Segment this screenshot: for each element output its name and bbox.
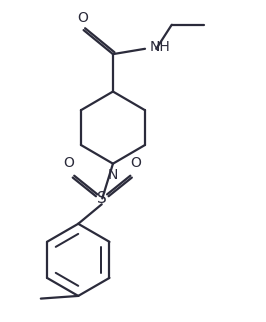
Text: O: O — [77, 11, 88, 25]
Text: S: S — [97, 191, 107, 206]
Text: O: O — [130, 156, 141, 170]
Text: NH: NH — [150, 41, 171, 54]
Text: O: O — [63, 156, 74, 170]
Text: N: N — [108, 168, 118, 183]
